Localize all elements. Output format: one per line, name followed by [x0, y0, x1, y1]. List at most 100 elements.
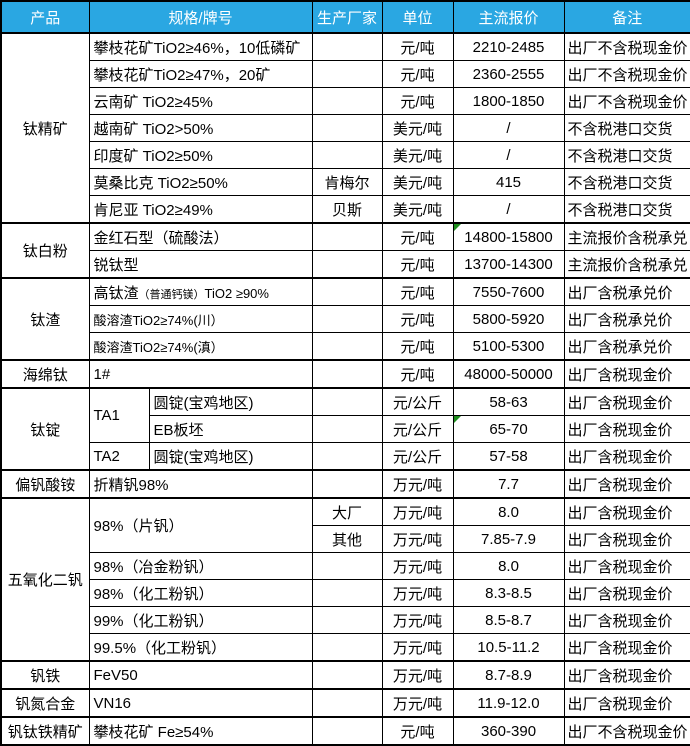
table-row: 钛锭 TA1 圆锭(宝鸡地区) 元/公斤 58-63 出厂含税现金价 — [0, 387, 690, 471]
grade-cell: TA1 — [88, 387, 150, 443]
spec-cell: 攀枝花矿TiO2≥46%，10低磷矿 — [88, 32, 313, 61]
table-row: 钒铁 FeV50 万元/吨 8.7-8.9 出厂含税现金价 — [0, 660, 690, 690]
price-cell: 14800-15800 — [452, 222, 565, 251]
table-row: 钛白粉 金红石型（硫酸法） 元/吨 14800-15800 主流报价含税承兑 — [0, 222, 690, 279]
price-cell: 58-63 — [452, 387, 565, 416]
table-row: 云南矿 TiO2≥45% 元/吨 1800-1850 出厂不含税现金价 — [1, 87, 690, 115]
price-value: 65-70 — [489, 420, 528, 438]
manufacturer-cell: 贝斯 — [311, 195, 383, 224]
product-group-label: 钒氮合金 — [0, 688, 90, 718]
manufacturer-cell: 大厂 — [311, 497, 383, 526]
table-row: 酸溶渣TiO2≥74%(滇） 元/吨 5100-5300 出厂含税承兑价 — [1, 332, 690, 361]
note-cell: 出厂含税现金价 — [563, 606, 690, 634]
note-cell: 主流报价含税承兑 — [563, 222, 690, 251]
spec-cell: 越南矿 TiO2>50% — [88, 114, 313, 142]
col-header-unit: 单位 — [381, 0, 454, 34]
note-cell: 出厂含税现金价 — [563, 442, 690, 471]
note-cell: 出厂含税现金价 — [563, 552, 690, 580]
price-cell: / — [452, 141, 565, 169]
note-cell: 出厂含税现金价 — [563, 469, 690, 499]
price-cell: / — [452, 195, 565, 224]
product-group-label: 钛精矿 — [0, 32, 90, 224]
col-header-manufacturer: 生产厂家 — [311, 0, 383, 34]
spec-cell: 圆锭(宝鸡地区) — [148, 442, 313, 471]
product-group-label: 钒铁 — [0, 660, 90, 690]
table-row: 99%（化工粉钒） 万元/吨 8.5-8.7 出厂含税现金价 — [1, 606, 690, 634]
spec-cell: 99.5%（化工粉钒） — [88, 633, 313, 662]
price-cell: 8.7-8.9 — [452, 660, 565, 690]
unit-cell: 万元/吨 — [381, 552, 454, 580]
price-cell: 1800-1850 — [452, 87, 565, 115]
unit-cell: 美元/吨 — [381, 114, 454, 142]
manufacturer-cell — [311, 32, 383, 61]
spec-cell: 莫桑比克 TiO2≥50% — [88, 168, 313, 196]
manufacturer-cell — [311, 442, 383, 471]
note-cell: 不含税港口交货 — [563, 114, 690, 142]
unit-cell: 万元/吨 — [381, 525, 454, 553]
manufacturer-cell — [311, 222, 383, 251]
table-row: 莫桑比克 TiO2≥50% 肯梅尔 美元/吨 415 不含税港口交货 — [1, 168, 690, 196]
spec-cell: 攀枝花矿TiO2≥47%，20矿 — [88, 60, 313, 88]
spec-cell: 酸溶渣TiO2≥74%(滇） — [88, 332, 313, 361]
error-indicator-icon — [454, 224, 461, 231]
unit-cell: 元/吨 — [381, 87, 454, 115]
note-cell: 出厂含税现金价 — [563, 579, 690, 607]
price-cell: 2360-2555 — [452, 60, 565, 88]
manufacturer-cell — [311, 633, 383, 662]
spec-cell: EB板坯 — [148, 415, 313, 443]
manufacturer-cell — [311, 250, 383, 279]
manufacturer-cell — [311, 688, 383, 718]
note-cell: 出厂不含税现金价 — [563, 716, 690, 746]
product-group-label: 钛渣 — [0, 277, 90, 361]
note-cell: 出厂含税现金价 — [563, 525, 690, 553]
price-cell: 11.9-12.0 — [452, 688, 565, 718]
spec-cell: 云南矿 TiO2≥45% — [88, 87, 313, 115]
unit-cell: 元/吨 — [381, 332, 454, 361]
spec-cell: VN16 — [88, 688, 313, 718]
table-row: 98%（冶金粉钒） 万元/吨 8.0 出厂含税现金价 — [1, 552, 690, 580]
unit-cell: 万元/吨 — [381, 497, 454, 526]
unit-cell: 元/公斤 — [381, 387, 454, 416]
price-value: 14800-15800 — [464, 228, 553, 246]
spec-cell: 金红石型（硫酸法） — [88, 222, 313, 251]
product-group-label: 五氧化二钒 — [0, 497, 90, 662]
note-cell: 出厂不含税现金价 — [563, 87, 690, 115]
spec-cell: 98%（冶金粉钒） — [88, 552, 313, 580]
table-row: 肯尼亚 TiO2≥49% 贝斯 美元/吨 / 不含税港口交货 — [1, 195, 690, 224]
unit-cell: 元/公斤 — [381, 415, 454, 443]
unit-cell: 美元/吨 — [381, 168, 454, 196]
table-row: 印度矿 TiO2≥50% 美元/吨 / 不含税港口交货 — [1, 141, 690, 169]
table-row: 98%（化工粉钒） 万元/吨 8.3-8.5 出厂含税现金价 — [1, 579, 690, 607]
manufacturer-cell — [311, 552, 383, 580]
price-cell: 8.0 — [452, 497, 565, 526]
table-row: 海绵钛 1# 元/吨 48000-50000 出厂含税现金价 — [0, 359, 690, 389]
note-cell: 出厂不含税现金价 — [563, 60, 690, 88]
price-cell: 65-70 — [452, 415, 565, 443]
price-cell: 8.3-8.5 — [452, 579, 565, 607]
spec-cell: 98%（片钒） — [88, 497, 313, 553]
col-header-price: 主流报价 — [452, 0, 565, 34]
spec-cell: FeV50 — [88, 660, 313, 690]
col-header-spec: 规格/牌号 — [88, 0, 313, 34]
unit-cell: 元/吨 — [381, 716, 454, 746]
manufacturer-cell — [311, 141, 383, 169]
manufacturer-cell — [311, 716, 383, 746]
manufacturer-cell: 其他 — [311, 525, 383, 553]
spec-cell: 攀枝花矿 Fe≥54% — [88, 716, 313, 746]
spec-cell: 圆锭(宝鸡地区) — [148, 387, 313, 416]
manufacturer-cell — [311, 87, 383, 115]
note-cell: 出厂含税现金价 — [563, 660, 690, 690]
note-cell: 不含税港口交货 — [563, 195, 690, 224]
table-row: TA2 圆锭(宝鸡地区) 元/公斤 57-58 出厂含税现金价 — [1, 442, 690, 471]
table-row: 酸溶渣TiO2≥74%(川） 元/吨 5800-5920 出厂含税承兑价 — [1, 305, 690, 333]
unit-cell: 元/吨 — [381, 222, 454, 251]
unit-cell: 万元/吨 — [381, 688, 454, 718]
error-indicator-icon — [454, 416, 461, 423]
note-cell: 出厂不含税现金价 — [563, 32, 690, 61]
product-group-label: 偏钒酸铵 — [0, 469, 90, 499]
price-cell: 8.5-8.7 — [452, 606, 565, 634]
unit-cell: 美元/吨 — [381, 141, 454, 169]
spec-cell: 99%（化工粉钒） — [88, 606, 313, 634]
note-cell: 出厂含税现金价 — [563, 387, 690, 416]
